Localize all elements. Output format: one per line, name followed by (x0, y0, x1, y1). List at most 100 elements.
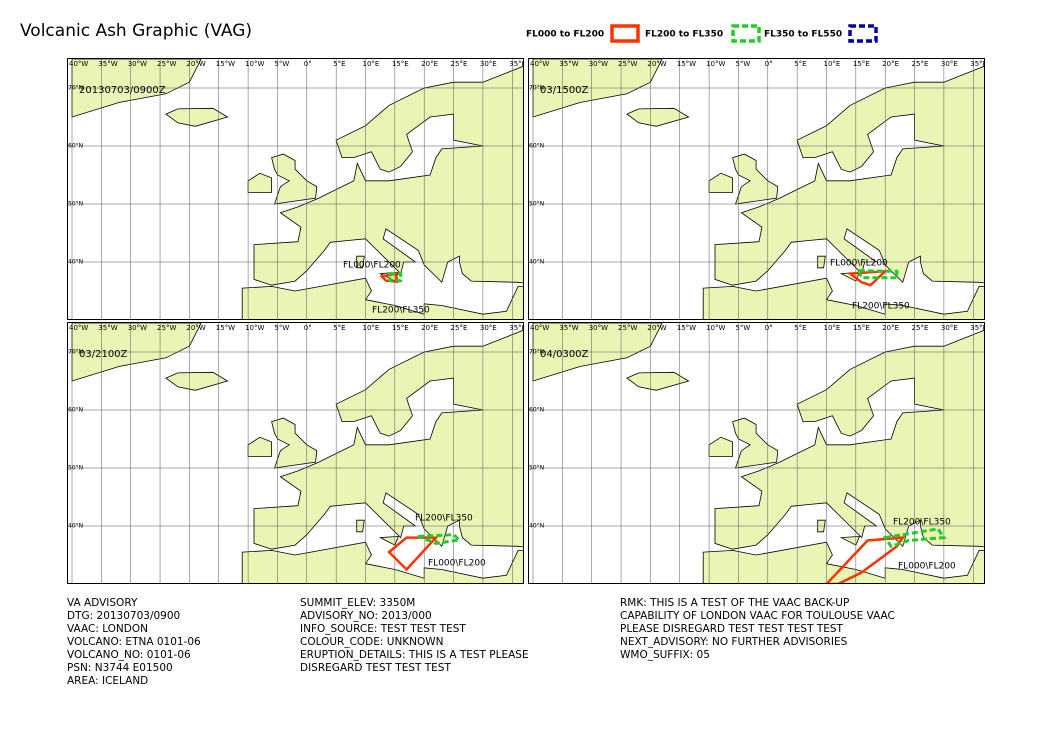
lon-label: 15°W (216, 60, 235, 68)
area-label: FL200\FL350 (893, 518, 951, 528)
advisory-line: ADVISORY_NO: 2013/000 (300, 610, 432, 622)
land (165, 371, 229, 391)
ash-area-fl200-fl350 (417, 533, 463, 545)
lon-label: 10°E (824, 324, 841, 332)
legend-label: FL000 to FL200 (526, 30, 604, 40)
lon-label: 20°E (421, 324, 438, 332)
lon-label: 25°E (912, 324, 929, 332)
panel-border (528, 58, 985, 320)
advisory-line: CAPABILITY OF LONDON VAAC FOR TOULOUSE V… (620, 610, 895, 622)
lon-label: 20°W (186, 60, 205, 68)
lon-label: 25°W (157, 324, 176, 332)
valid-time: 20130703/0900Z (79, 85, 166, 96)
lon-label: 10°W (706, 60, 725, 68)
advisory-line: VA ADVISORY (67, 597, 138, 609)
lon-label: 35°E (970, 60, 987, 68)
advisory-line: COLOUR_CODE: UNKNOWN (300, 636, 444, 648)
lon-label: 0° (765, 324, 773, 332)
advisory-line: PLEASE DISREGARD TEST TEST TEST TEST (620, 623, 844, 635)
advisory-line: VOLCANO: ETNA 0101-06 (67, 636, 201, 648)
area-label: FL000\FL200 (830, 259, 888, 269)
legend-swatch (848, 24, 878, 43)
lon-label: 10°W (245, 60, 264, 68)
lon-label: 30°W (128, 324, 147, 332)
lon-label: 40°W (530, 60, 549, 68)
area-label: FL200\FL350 (372, 306, 430, 316)
lon-label: 30°W (128, 60, 147, 68)
advisory-line: DTG: 20130703/0900 (67, 610, 180, 622)
valid-time: 04/0300Z (540, 349, 589, 360)
lon-label: 5°E (333, 60, 345, 68)
lon-label: 15°W (216, 324, 235, 332)
lon-label: 30°E (480, 324, 497, 332)
panel-border (67, 58, 524, 320)
lat-label: 50°N (68, 465, 83, 472)
lon-label: 35°W (559, 60, 578, 68)
lon-label: 35°E (970, 324, 987, 332)
lat-label: 60°N (68, 143, 83, 150)
lat-label: 70°N (529, 85, 544, 92)
legend-label: FL200 to FL350 (645, 30, 723, 40)
lon-label: 15°E (853, 324, 870, 332)
lat-label: 70°N (68, 85, 83, 92)
area-label: FL000\FL200 (343, 261, 401, 271)
advisory-line: AREA: ICELAND (67, 675, 148, 687)
lat-label: 50°N (529, 465, 544, 472)
lon-label: 20°E (882, 324, 899, 332)
advisory-line: NEXT_ADVISORY: NO FURTHER ADVISORIES (620, 636, 848, 648)
lon-label: 20°E (421, 60, 438, 68)
lon-label: 5°W (735, 324, 750, 332)
legend-swatch (610, 24, 640, 43)
lon-label: 35°W (98, 324, 117, 332)
lon-label: 40°W (69, 60, 88, 68)
map-panel: 40°W 35°W 30°W 25°W 20°W 15°W 10°W 5°W 0° 5°E 10°E… (67, 322, 524, 584)
advisory-line: ERUPTION_DETAILS: THIS IS A TEST PLEASE (300, 649, 529, 661)
lat-label: 50°N (68, 201, 83, 208)
lon-label: 20°W (186, 324, 205, 332)
lon-label: 20°W (647, 60, 666, 68)
title: Volcanic Ash Graphic (VAG) (20, 21, 252, 41)
lon-label: 25°W (157, 60, 176, 68)
lon-label: 15°E (853, 60, 870, 68)
ash-area-fl200-fl350 (882, 527, 947, 549)
lat-label: 40°N (68, 259, 83, 266)
lon-label: 25°E (912, 60, 929, 68)
lon-label: 10°E (363, 324, 380, 332)
land (839, 535, 861, 546)
lon-label: 40°W (530, 324, 549, 332)
advisory-line: SUMMIT_ELEV: 3350M (300, 597, 415, 609)
panel-border (67, 322, 524, 584)
valid-time: 03/2100Z (79, 349, 128, 360)
lon-label: 15°W (677, 324, 696, 332)
advisory-line: VOLCANO_NO: 0101-06 (67, 649, 191, 661)
advisory-line: RMK: THIS IS A TEST OF THE VAAC BACK-UP (620, 597, 849, 609)
map-panel: 40°W 35°W 30°W 25°W 20°W 15°W 10°W 5°W 0° 5°E 10°E… (528, 322, 987, 584)
ash-area-fl200-fl350 (387, 272, 403, 283)
lon-label: 35°W (98, 60, 117, 68)
valid-time: 03/1500Z (540, 85, 589, 96)
legend-label: FL350 to FL550 (764, 30, 842, 40)
lon-label: 25°E (451, 60, 468, 68)
lon-label: 5°E (333, 324, 345, 332)
lon-label: 15°E (392, 60, 409, 68)
map-panel: 40°W 35°W 30°W 25°W 20°W 15°W 10°W 5°W 0° 5°E 10°E… (528, 58, 987, 320)
lat-label: 60°N (529, 143, 544, 150)
advisory-line: PSN: N3744 E01500 (67, 662, 173, 674)
legend-swatch (731, 24, 761, 43)
advisory-line: INFO_SOURCE: TEST TEST TEST (300, 623, 466, 635)
lon-label: 25°W (618, 324, 637, 332)
ash-area-fl000-fl200 (824, 536, 906, 584)
advisory-line: WMO_SUFFIX: 05 (620, 649, 710, 661)
lon-label: 35°E (509, 60, 526, 68)
lon-label: 5°W (274, 324, 289, 332)
advisory-line: VAAC: LONDON (67, 623, 148, 635)
advisory-line: DISREGARD TEST TEST TEST (300, 662, 451, 674)
lon-label: 20°E (882, 60, 899, 68)
lon-label: 35°W (559, 324, 578, 332)
ash-area-fl200-fl350 (856, 269, 899, 280)
area-label: FL200\FL350 (852, 302, 910, 312)
lat-label: 40°N (529, 523, 544, 530)
lon-label: 30°E (941, 60, 958, 68)
lon-label: 10°W (706, 324, 725, 332)
